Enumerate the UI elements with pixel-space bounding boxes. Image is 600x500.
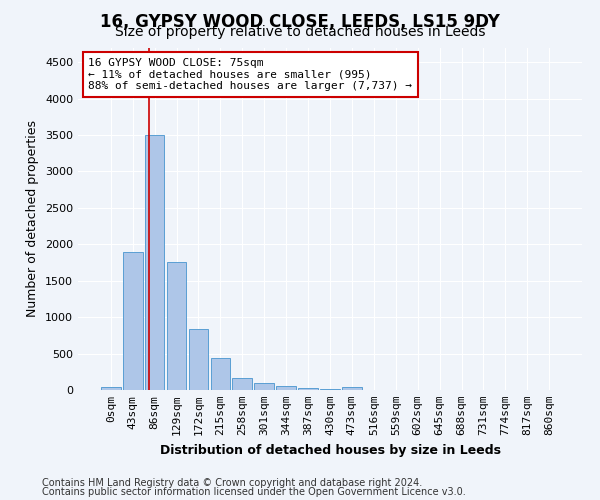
Bar <box>101 387 121 390</box>
Bar <box>211 358 230 390</box>
Text: 16 GYPSY WOOD CLOSE: 75sqm
← 11% of detached houses are smaller (995)
88% of sem: 16 GYPSY WOOD CLOSE: 75sqm ← 11% of deta… <box>88 58 412 91</box>
Bar <box>298 388 318 390</box>
Text: 16, GYPSY WOOD CLOSE, LEEDS, LS15 9DY: 16, GYPSY WOOD CLOSE, LEEDS, LS15 9DY <box>100 12 500 30</box>
Y-axis label: Number of detached properties: Number of detached properties <box>26 120 40 318</box>
Bar <box>342 386 362 390</box>
Bar <box>167 262 187 390</box>
Bar <box>188 329 208 390</box>
Text: Contains public sector information licensed under the Open Government Licence v3: Contains public sector information licen… <box>42 487 466 497</box>
Bar <box>232 378 252 390</box>
Bar <box>254 382 274 390</box>
Bar <box>145 135 164 390</box>
Text: Size of property relative to detached houses in Leeds: Size of property relative to detached ho… <box>115 25 485 39</box>
Text: Contains HM Land Registry data © Crown copyright and database right 2024.: Contains HM Land Registry data © Crown c… <box>42 478 422 488</box>
Bar <box>123 252 143 390</box>
Bar <box>276 386 296 390</box>
X-axis label: Distribution of detached houses by size in Leeds: Distribution of detached houses by size … <box>160 444 500 456</box>
